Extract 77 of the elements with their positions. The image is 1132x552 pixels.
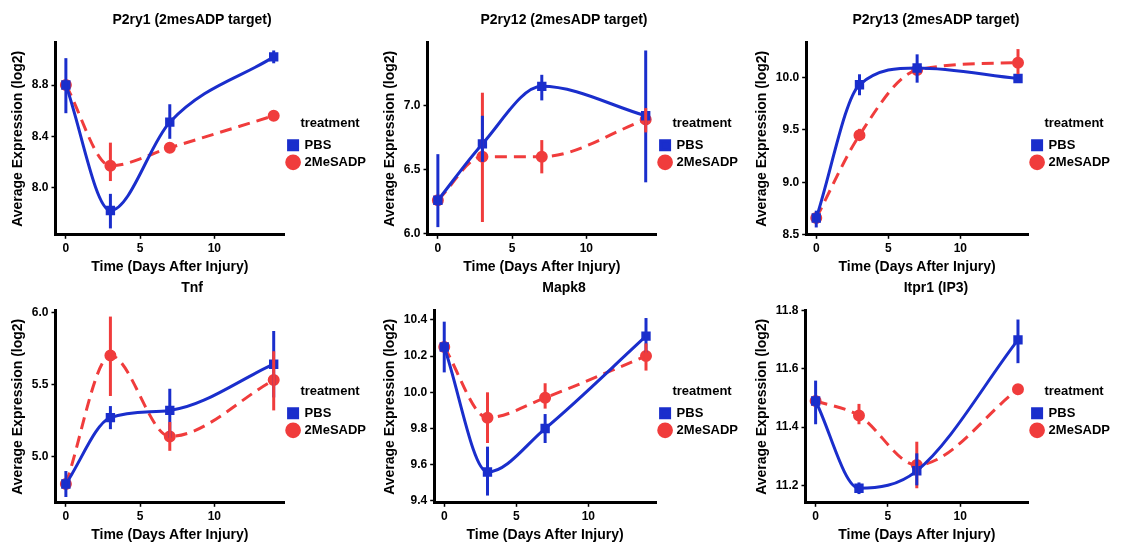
x-tick-label: 0 xyxy=(434,241,442,256)
y-tick-label: 10.0 xyxy=(403,384,428,399)
x-tick-label: 0 xyxy=(62,241,70,256)
x-axis-title: Time (Days After Injury) xyxy=(838,258,996,275)
y-tick-label: 6.5 xyxy=(403,161,421,176)
y-tick-label: 7.0 xyxy=(403,97,421,112)
legend-label: 2MeSADP xyxy=(676,153,739,169)
x-axis-title: Time (Days After Injury) xyxy=(838,526,996,543)
y-axis-title: Average Expression (log2) xyxy=(753,50,770,227)
y-tick-label: 8.8 xyxy=(31,77,49,92)
y-tick-label: 5.5 xyxy=(31,376,49,391)
x-tick-label: 5 xyxy=(136,509,144,524)
x-tick-label: 0 xyxy=(440,509,448,524)
legend-label: 2MeSADP xyxy=(1048,421,1111,437)
x-tick-label: 10 xyxy=(953,509,968,524)
legend-label: PBS xyxy=(304,136,332,152)
legend-label: 2MeSADP xyxy=(304,153,367,169)
x-tick-label: 10 xyxy=(581,509,596,524)
y-tick-label: 5.0 xyxy=(31,448,49,463)
legend-label: PBS xyxy=(676,404,704,420)
legend-title: treatment xyxy=(672,383,733,399)
chart-title: Mapk8 xyxy=(542,279,586,296)
y-tick-label: 8.4 xyxy=(31,128,49,143)
x-tick-label: 5 xyxy=(508,241,516,256)
y-tick-label: 11.6 xyxy=(775,361,799,376)
x-axis-title: Time (Days After Injury) xyxy=(91,258,249,275)
x-tick-label: 0 xyxy=(812,241,820,256)
legend-label: 2MeSADP xyxy=(304,421,367,437)
y-axis-title: Average Expression (log2) xyxy=(381,318,398,495)
x-tick-label: 10 xyxy=(207,241,222,256)
x-tick-label: 5 xyxy=(512,509,520,524)
chart-title: Tnf xyxy=(181,279,204,296)
y-tick-label: 10.2 xyxy=(403,348,428,363)
legend-title: treatment xyxy=(300,383,361,399)
y-tick-label: 8.0 xyxy=(31,179,49,194)
legend-label: PBS xyxy=(1048,404,1076,420)
chart-title: P2ry13 (2mesADP target) xyxy=(852,11,1020,28)
x-tick-label: 10 xyxy=(953,241,968,256)
legend-title: treatment xyxy=(672,115,733,131)
legend-label: PBS xyxy=(304,404,332,420)
y-tick-label: 11.8 xyxy=(775,303,799,318)
chart-title: P2ry1 (2mesADP target) xyxy=(112,11,272,28)
y-tick-label: 9.0 xyxy=(782,174,800,189)
chart-title: Itpr1 (IP3) xyxy=(903,279,969,296)
y-tick-label: 6.0 xyxy=(31,304,49,319)
chart-title: P2ry12 (2mesADP target) xyxy=(480,11,648,28)
legend-label: PBS xyxy=(676,136,704,152)
y-tick-label: 11.4 xyxy=(775,419,799,434)
y-axis-title: Average Expression (log2) xyxy=(381,50,398,227)
y-tick-label: 9.6 xyxy=(410,457,428,472)
x-tick-label: 10 xyxy=(207,509,222,524)
legend-label: 2MeSADP xyxy=(1048,153,1111,169)
y-tick-label: 8.5 xyxy=(782,227,800,242)
y-tick-label: 9.8 xyxy=(410,420,428,435)
x-tick-label: 10 xyxy=(579,241,594,256)
legend-title: treatment xyxy=(1044,115,1105,131)
x-tick-label: 0 xyxy=(812,509,820,524)
x-tick-label: 5 xyxy=(136,241,144,256)
legend-label: PBS xyxy=(1048,136,1076,152)
x-tick-label: 5 xyxy=(884,241,892,256)
x-tick-label: 0 xyxy=(62,509,70,524)
y-tick-label: 10.4 xyxy=(403,312,428,327)
y-axis-title: Average Expression (log2) xyxy=(753,318,770,495)
y-tick-label: 9.4 xyxy=(410,493,428,508)
x-tick-label: 5 xyxy=(884,509,892,524)
y-tick-label: 10.0 xyxy=(775,69,800,84)
y-tick-label: 11.2 xyxy=(775,477,799,492)
y-tick-label: 9.5 xyxy=(782,122,800,137)
x-axis-title: Time (Days After Injury) xyxy=(91,526,249,543)
legend-title: treatment xyxy=(1044,383,1105,399)
x-axis-title: Time (Days After Injury) xyxy=(463,258,621,275)
y-axis-title: Average Expression (log2) xyxy=(9,318,26,495)
x-axis-title: Time (Days After Injury) xyxy=(466,526,624,543)
legend-label: 2MeSADP xyxy=(676,421,739,437)
y-axis-title: Average Expression (log2) xyxy=(9,50,26,227)
legend-title: treatment xyxy=(300,115,361,131)
y-tick-label: 6.0 xyxy=(403,225,421,240)
